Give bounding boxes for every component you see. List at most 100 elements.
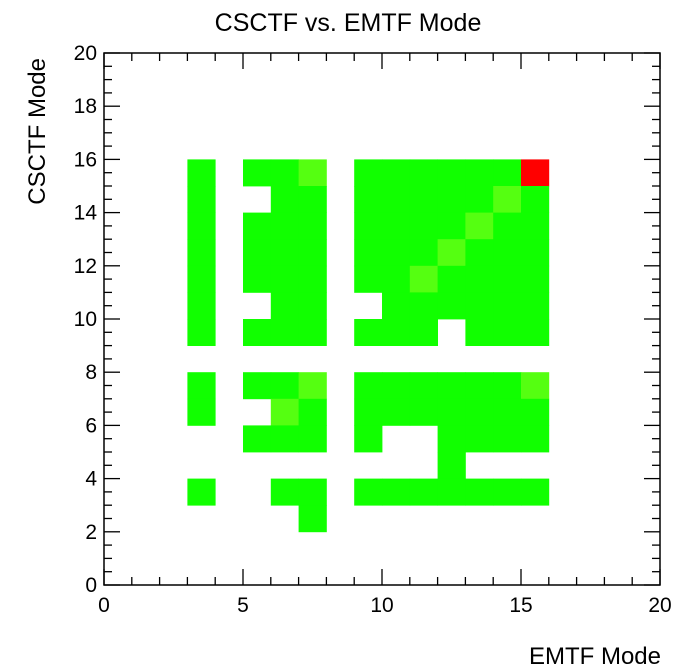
heatmap-cell (298, 265, 327, 293)
heatmap-cell (298, 478, 327, 506)
heatmap-cells (187, 159, 550, 533)
heatmap-cell (298, 292, 327, 320)
heatmap-cell (298, 425, 327, 453)
plot-frame (103, 52, 661, 586)
heatmap-cell (437, 478, 466, 506)
heatmap-cell (409, 372, 438, 400)
heatmap-cell (409, 478, 438, 506)
heatmap-cell (493, 372, 522, 400)
heatmap-cell (493, 239, 522, 267)
heatmap-cell (521, 398, 550, 426)
heatmap-cell (409, 186, 438, 213)
heatmap-cell (187, 265, 216, 293)
y-tick-label: 14 (74, 202, 98, 225)
heatmap-cell (493, 425, 522, 453)
heatmap-cell (243, 239, 272, 267)
heatmap-cell (521, 292, 550, 320)
heatmap-cell (437, 425, 466, 453)
heatmap-cell (354, 372, 383, 400)
y-tick-label: 16 (74, 148, 97, 171)
heatmap-cell (521, 478, 550, 506)
heatmap-cell (465, 265, 494, 293)
heatmap-cell (187, 372, 216, 400)
heatmap-cell (382, 372, 411, 400)
heatmap-cell (437, 265, 466, 293)
heatmap-cell (382, 265, 411, 293)
heatmap-cell (465, 239, 494, 267)
heatmap-cell (493, 265, 522, 293)
heatmap-cell (270, 239, 299, 267)
heatmap-cell (521, 425, 550, 453)
y-tick-label: 20 (74, 42, 97, 65)
x-axis-label: EMTF Mode (529, 643, 661, 670)
x-tick-label: 10 (370, 594, 393, 617)
heatmap-cell (493, 319, 522, 346)
y-tick-label: 4 (85, 468, 97, 491)
heatmap-cell (382, 319, 411, 346)
heatmap-cell (493, 212, 522, 240)
heatmap-cell (409, 398, 438, 426)
heatmap-cell (409, 292, 438, 320)
heatmap-cell (521, 239, 550, 267)
heatmap-cell (187, 478, 216, 506)
heatmap-cell (270, 319, 299, 346)
heatmap-cell (243, 372, 272, 400)
heatmap-cell (243, 425, 272, 453)
heatmap-cell (409, 265, 438, 293)
heatmap-cell (243, 265, 272, 293)
y-tick-label: 8 (85, 361, 97, 384)
heatmap-cell (493, 186, 522, 213)
heatmap-cell (270, 186, 299, 213)
x-tick-label: 20 (648, 594, 671, 617)
heatmap-cell (298, 319, 327, 346)
heatmap-cell (187, 159, 216, 187)
heatmap-cell (187, 319, 216, 346)
heatmap-cell (382, 212, 411, 240)
heatmap-cell (465, 398, 494, 426)
heatmap-cell (465, 292, 494, 320)
heatmap-cell (437, 186, 466, 213)
heatmap-cell (437, 452, 466, 479)
heatmap-cell (187, 398, 216, 426)
heatmap-cell (298, 372, 327, 400)
heatmap-cell (354, 319, 383, 346)
heatmap-cell (187, 186, 216, 213)
heatmap-cell (270, 425, 299, 453)
heatmap-cell (465, 478, 494, 506)
heatmap-cell (521, 265, 550, 293)
heatmap-cell (437, 372, 466, 400)
heatmap-cell (270, 372, 299, 400)
heatmap-cell (521, 186, 550, 213)
heatmap-cell (354, 239, 383, 267)
heatmap-cell (521, 212, 550, 240)
chart-title: CSCTF vs. EMTF Mode (215, 9, 482, 37)
heatmap-cell (270, 398, 299, 426)
heatmap-cell (298, 186, 327, 213)
y-tick-label: 18 (74, 95, 97, 118)
heatmap-cell (354, 265, 383, 293)
heatmap-cell (354, 425, 383, 453)
heatmap-cell (465, 212, 494, 240)
heatmap-cell (243, 159, 272, 187)
heatmap-cell (270, 478, 299, 506)
x-tick-label: 5 (237, 594, 249, 617)
heatmap-cell (409, 212, 438, 240)
heatmap-cell (409, 319, 438, 346)
heatmap-cell (409, 159, 438, 187)
heatmap-cell (382, 239, 411, 267)
heatmap-cell (409, 239, 438, 267)
heatmap-cell (382, 398, 411, 426)
heatmap-cell (187, 212, 216, 240)
y-tick-label: 0 (85, 574, 97, 597)
heatmap-cell (382, 159, 411, 187)
heatmap-cell (270, 292, 299, 320)
x-tick-label: 0 (98, 594, 110, 617)
heatmap-cell (298, 398, 327, 426)
heatmap-cell (437, 212, 466, 240)
heatmap-cell (437, 239, 466, 267)
heatmap-cell (270, 265, 299, 293)
heatmap-cell (493, 292, 522, 320)
heatmap-cell (465, 186, 494, 213)
heatmap-cell (187, 239, 216, 267)
